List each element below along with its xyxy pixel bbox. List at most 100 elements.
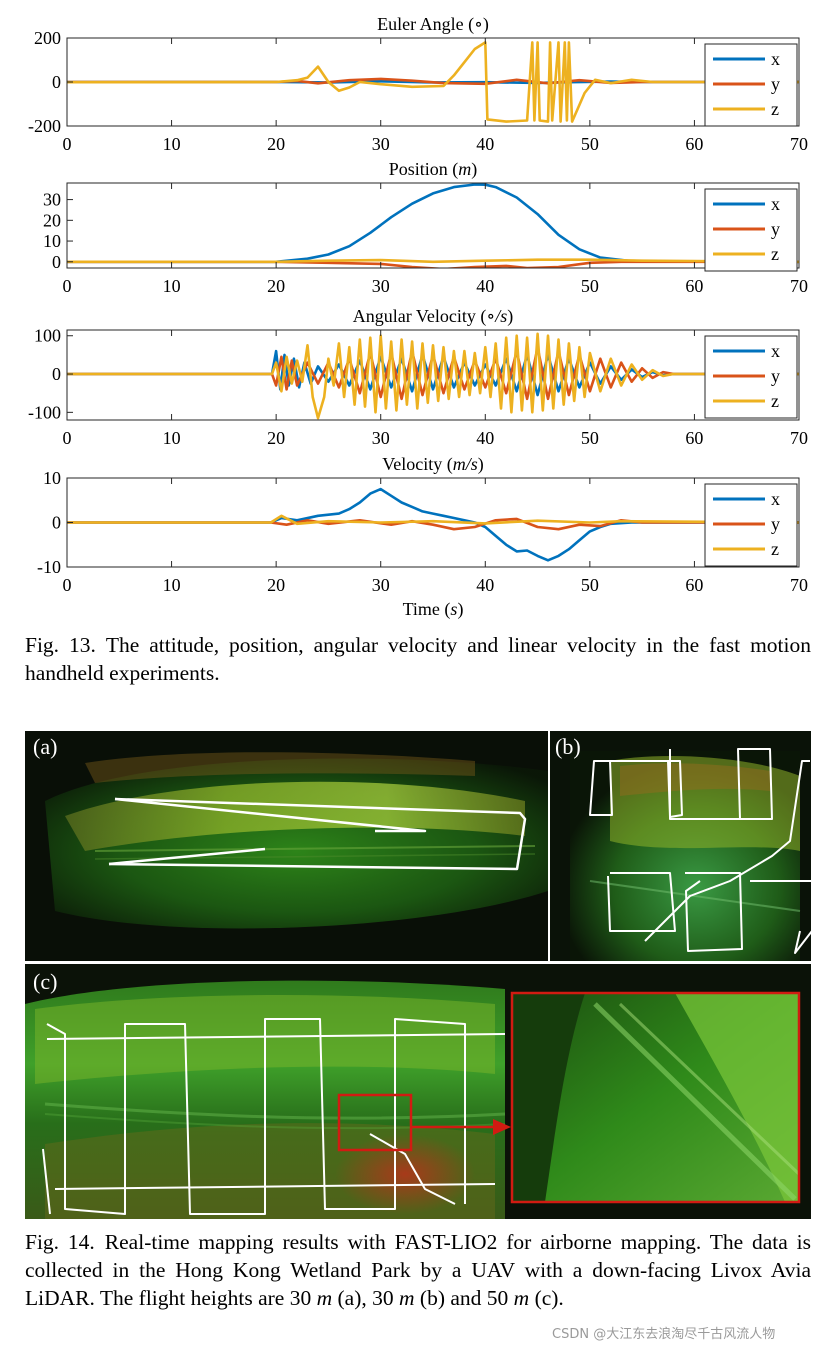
series-line-z — [67, 258, 799, 264]
unit-m-c: m — [513, 1286, 530, 1310]
x-tick-label: 10 — [163, 575, 181, 595]
y-tick-label: 30 — [43, 190, 61, 210]
series-line-x — [67, 183, 799, 264]
chart-title: Position (m) — [389, 159, 478, 180]
figure-14-caption-mid1: (a), 30 — [332, 1286, 399, 1310]
legend-label-y: y — [771, 514, 780, 534]
x-tick-label: 60 — [685, 575, 703, 595]
chart-title-text: Angular Velocity ( — [353, 306, 487, 327]
legend-label-x: x — [771, 341, 780, 361]
x-tick-label: 0 — [63, 134, 72, 154]
series-line-z — [67, 514, 799, 526]
figure-13-plots: Euler Angle (∘)0 10 20 30 40 50 60 702000-200xy… — [28, 14, 808, 620]
chart-title-unit: ∘/s — [486, 306, 507, 326]
chart-title: Angular Velocity (∘/s) — [353, 306, 513, 327]
x-tick-label: 30 — [372, 134, 390, 154]
y-tick-label: 200 — [34, 28, 61, 48]
chart-title-unit: m/s — [453, 454, 478, 474]
y-tick-label: 0 — [52, 364, 61, 384]
x-tick-label: 40 — [476, 575, 494, 595]
panel-c-pointcloud — [25, 964, 811, 1219]
figure-14-caption-end: (c). — [529, 1286, 564, 1310]
figure-14-mapping-images: (a) — [25, 731, 811, 1219]
legend-label-x: x — [771, 49, 780, 69]
chart-title-text: Position ( — [389, 159, 459, 180]
series-line-y — [67, 517, 799, 531]
chart-title-close: ) — [471, 159, 477, 180]
y-tick-label: 0 — [52, 72, 61, 92]
legend-label-z: z — [771, 539, 779, 559]
x-tick-label: 70 — [790, 134, 808, 154]
x-tick-label: 50 — [581, 428, 599, 448]
x-tick-label: 40 — [476, 276, 494, 296]
panel-divider-horizontal — [25, 961, 811, 964]
legend-label-z: z — [771, 244, 779, 264]
y-tick-label: 10 — [43, 231, 61, 251]
x-tick-label: 10 — [163, 428, 181, 448]
figure-14-caption-mid2: (b) and 50 — [414, 1286, 514, 1310]
x-tick-label: 20 — [267, 575, 285, 595]
unit-m-b: m — [399, 1286, 415, 1310]
x-tick-label: 70 — [790, 575, 808, 595]
y-tick-label: -200 — [28, 116, 61, 136]
x-tick-label: 50 — [581, 575, 599, 595]
chart-title-text: Velocity ( — [382, 454, 452, 475]
x-axis-label-unit: s — [450, 599, 457, 619]
series-line-z — [67, 332, 799, 420]
legend-label-y: y — [771, 366, 780, 386]
chart-title: Velocity (m/s) — [382, 454, 484, 475]
panel-c-label: (c) — [33, 969, 58, 994]
panel-a-pointcloud — [25, 731, 548, 961]
chart-title-close: ) — [478, 454, 484, 475]
y-tick-label: 100 — [34, 326, 61, 346]
figure-13-caption: Fig. 13. The attitude, position, angular … — [25, 631, 811, 687]
x-tick-label: 60 — [685, 428, 703, 448]
x-tick-label: 10 — [163, 134, 181, 154]
x-tick-label: 0 — [63, 276, 72, 296]
y-tick-label: 0 — [52, 513, 61, 533]
legend-label-z: z — [771, 391, 779, 411]
figure-14-label: Fig. 14. — [25, 1230, 95, 1254]
csdn-watermark: CSDN @大江东去浪淘尽千古风流人物 — [552, 1327, 776, 1342]
y-tick-label: -100 — [28, 402, 61, 422]
x-tick-label: 50 — [581, 134, 599, 154]
panel-b-label: (b) — [555, 734, 581, 759]
y-tick-label: 0 — [52, 252, 61, 272]
panel-a-map: (a) — [25, 731, 548, 961]
panel-a-label: (a) — [33, 734, 58, 759]
panel-c-map: (c) — [25, 964, 811, 1219]
chart-title-close: ) — [507, 306, 513, 327]
legend-label-y: y — [771, 74, 780, 94]
series-line-z — [67, 41, 799, 123]
x-tick-label: 60 — [685, 134, 703, 154]
zoom-arrow-head — [493, 1119, 511, 1135]
panel-divider-vertical — [548, 731, 550, 961]
zoom-region-box — [337, 1093, 413, 1152]
x-tick-label: 30 — [372, 276, 390, 296]
series-line-x — [67, 487, 799, 562]
panel-b-trajectory — [589, 748, 811, 954]
chart-1: Euler Angle (∘)0 10 20 30 40 50 60 702000-200xy… — [28, 14, 808, 154]
chart-title: Euler Angle (∘) — [377, 14, 489, 35]
legend-label-x: x — [771, 194, 780, 214]
x-axis-label-close: ) — [457, 599, 463, 620]
figure-13-caption-text: The attitude, position, angular velocity… — [25, 633, 812, 685]
chart-4: Velocity (m/s)0 10 20 30 40 50 60 70100-10xyzTi… — [37, 454, 808, 620]
x-tick-label: 50 — [581, 276, 599, 296]
zoom-inset — [510, 991, 801, 1204]
x-tick-label: 30 — [372, 575, 390, 595]
x-tick-label: 10 — [163, 276, 181, 296]
figure-14-caption: Fig. 14. Real-time mapping results with F… — [25, 1228, 811, 1312]
x-tick-label: 70 — [790, 276, 808, 296]
y-tick-label: -10 — [37, 557, 61, 577]
legend-label-x: x — [771, 489, 780, 509]
chart-title-unit: ∘ — [474, 14, 483, 34]
x-tick-label: 0 — [63, 428, 72, 448]
chart-3: Angular Velocity (∘/s) 0 10 20 30 40 50 60 70 100… — [28, 306, 808, 448]
unit-m-a: m — [316, 1286, 333, 1310]
panel-c-trajectory — [42, 1018, 506, 1215]
plot-frame — [66, 182, 800, 269]
panel-b-pointcloud — [550, 731, 811, 961]
y-tick-label: 20 — [43, 210, 61, 230]
x-tick-label: 40 — [476, 428, 494, 448]
